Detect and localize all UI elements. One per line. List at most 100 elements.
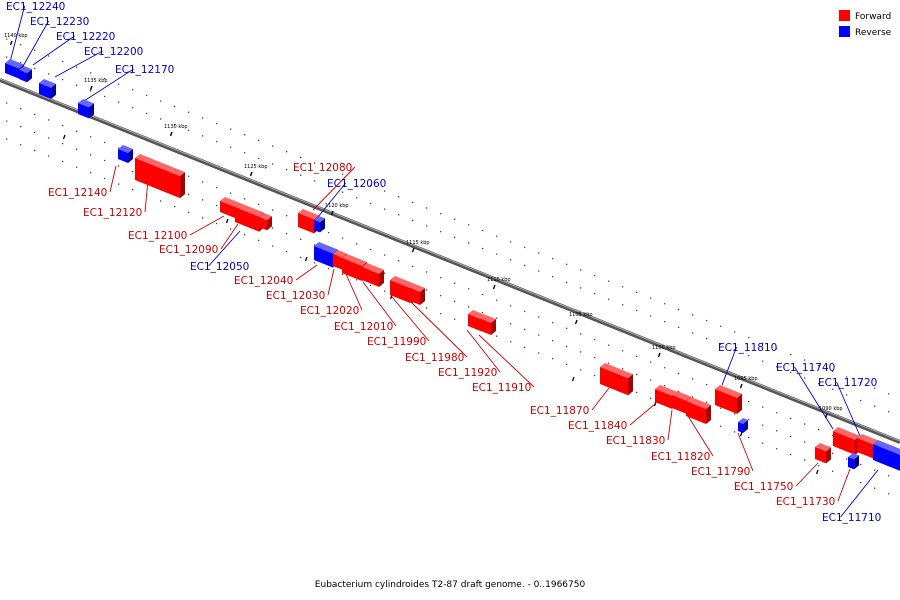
gene-ec1-12200: [78, 99, 94, 119]
gene-ec1-11740: [848, 453, 859, 470]
leader-line: [327, 268, 335, 296]
genome-backbone: [0, 78, 900, 444]
gene-label: EC1_12230: [30, 16, 89, 28]
gene-label: EC1_12170: [115, 64, 174, 76]
svg-text:1120 kbp: 1120 kbp: [325, 203, 349, 209]
gene-label: EC1_11830: [606, 435, 665, 447]
gene-label: EC1_12220: [56, 31, 115, 43]
legend: Forward Reverse: [839, 10, 892, 38]
gene-label: EC1_11710: [822, 512, 881, 524]
gene-ec1-11750: [833, 427, 860, 455]
gene-ec1-12090: [259, 213, 272, 231]
leader-line: [144, 179, 149, 213]
kbp-tick: 1110 kbp: [487, 277, 511, 290]
leader-line: [208, 230, 241, 267]
legend-forward: Forward: [839, 10, 891, 22]
gene-label: EC1_11720: [818, 377, 877, 389]
kbp-ticks: 1140 kbp 1135 kbp 1130 kbp 1125 kbp 1120 kbp…: [4, 33, 843, 475]
minor-tick: [739, 431, 743, 437]
gene-label: EC1_12090: [159, 244, 218, 256]
leader-line: [345, 273, 363, 311]
gene-label: EC1_12030: [266, 290, 325, 302]
kbp-tick: 1100 kbp: [652, 345, 676, 358]
gene-label: EC1_11920: [438, 367, 497, 379]
svg-text:1105 kbp: 1105 kbp: [569, 312, 593, 318]
gene-ec1-11720: [873, 440, 900, 471]
gene-label: EC1_12020: [300, 305, 359, 317]
leader-line: [629, 403, 656, 426]
kbp-tick: 1125 kbp: [244, 164, 268, 177]
gene-ec1-11920: [481, 315, 496, 336]
leader-line: [591, 387, 610, 411]
gene-ec1-12020: [362, 263, 384, 287]
minor-tick: [653, 401, 657, 407]
gene-features: [5, 59, 900, 471]
gene-labels: EC1_12240 EC1_12230 EC1_12220 EC1_12200 EC1_…: [6, 1, 881, 524]
leader-line: [794, 366, 834, 430]
minor-tick: [571, 376, 575, 382]
gene-label: EC1_11740: [776, 362, 835, 374]
kbp-tick: 1130 kbp: [164, 124, 188, 137]
leader-line: [220, 223, 239, 250]
leader-line: [795, 462, 819, 487]
gene-label: EC1_11810: [718, 342, 777, 354]
gene-ec1-11990: [410, 284, 425, 306]
svg-text:1135 kbp: 1135 kbp: [84, 78, 108, 84]
minor-tick: [815, 469, 819, 475]
kbp-tick: 1105 kbp: [569, 312, 593, 325]
svg-text:1130 kbp: 1130 kbp: [164, 124, 188, 130]
leader-line: [21, 20, 49, 69]
leader-line: [362, 281, 397, 327]
leader-line: [408, 299, 468, 358]
leader-line: [737, 432, 754, 472]
leader-line: [478, 334, 535, 388]
kbp-tick: 1120 kbp: [325, 203, 349, 216]
legend-reverse: Reverse: [839, 26, 892, 38]
gene-ec1-12140: [135, 154, 185, 199]
gene-ec1-11820: [715, 385, 742, 414]
gene-label: EC1_11990: [367, 336, 426, 348]
leader-line: [54, 50, 103, 78]
genome-caption: Eubacterium cylindroides T2-87 draft gen…: [315, 580, 586, 590]
svg-text:1100 kbp: 1100 kbp: [652, 345, 676, 351]
minor-tick: [62, 134, 66, 140]
leader-line: [32, 35, 75, 66]
leader-line: [466, 329, 501, 373]
kbp-tick: 1115 kbp: [406, 240, 430, 253]
gene-label: EC1_11870: [530, 405, 589, 417]
gene-label: EC1_12050: [190, 261, 249, 273]
gene-ec1-12060: [314, 216, 325, 233]
minor-tick: [304, 256, 308, 262]
gene-label: EC1_12080: [293, 162, 352, 174]
leader-line: [836, 381, 861, 437]
gene-label: EC1_12240: [6, 1, 65, 13]
svg-text:1090 kbp: 1090 kbp: [819, 406, 843, 412]
leader-line: [837, 468, 851, 502]
leader-line: [840, 469, 879, 518]
leader-line: [721, 346, 738, 386]
legend-reverse-swatch: [839, 26, 850, 37]
gene-ec1-11810: [738, 418, 748, 434]
leader-line: [312, 166, 356, 211]
gene-label: EC1_11980: [405, 352, 464, 364]
leader-line: [109, 165, 117, 193]
gene-label: EC1_12040: [234, 275, 293, 287]
svg-text:1110 kbp: 1110 kbp: [487, 277, 511, 283]
gene-label: EC1_12120: [83, 207, 142, 219]
leader-line: [317, 182, 346, 218]
leader-line: [391, 296, 430, 342]
gene-ec1-12230: [19, 66, 32, 83]
gene-label: EC1_11820: [651, 451, 710, 463]
kbp-tick: 1140 kbp: [4, 33, 28, 46]
gene-ec1-11790: [815, 443, 831, 464]
gene-label: EC1_11750: [734, 481, 793, 493]
svg-text:1125 kbp: 1125 kbp: [244, 164, 268, 170]
gene-label: EC1_11840: [568, 420, 627, 432]
gene-label: EC1_12100: [128, 230, 187, 242]
dot-tracks: [6, 38, 890, 495]
gene-ec1-12170: [118, 145, 133, 164]
gene-ec1-11830: [686, 397, 711, 425]
leader-line: [295, 264, 318, 281]
label-leaders: [9, 5, 879, 518]
